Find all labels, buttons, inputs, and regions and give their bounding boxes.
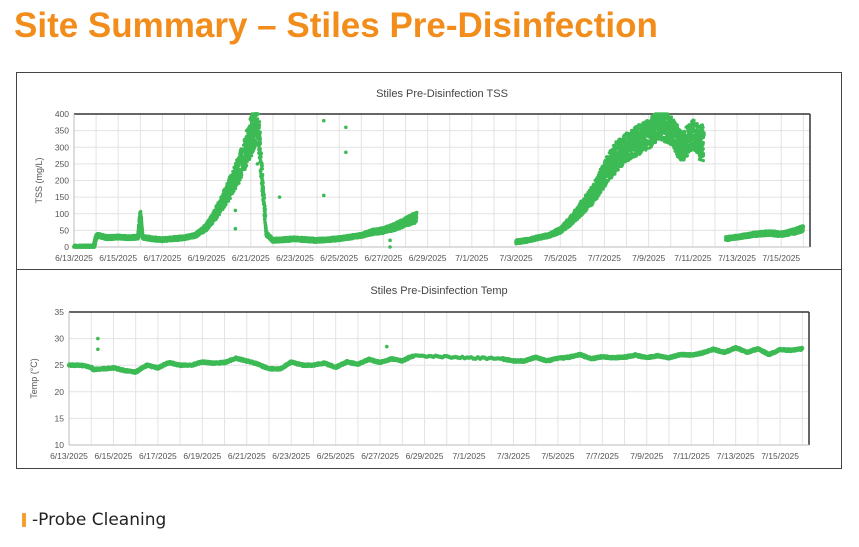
data-point xyxy=(244,164,249,168)
data-point xyxy=(139,209,143,213)
y-tick-label: 50 xyxy=(60,225,70,235)
data-point xyxy=(257,120,262,124)
y-tick-label: 250 xyxy=(55,159,69,169)
data-point xyxy=(258,131,262,135)
x-tick-label: 6/23/2025 xyxy=(276,253,314,263)
data-point xyxy=(263,207,267,211)
data-point xyxy=(262,200,266,204)
x-tick-label: 7/5/2025 xyxy=(544,253,577,263)
tss-chart-svg: Stiles Pre-Disinfection TSS 0 50 100 150 200 2… xyxy=(34,88,811,263)
data-point xyxy=(261,181,265,185)
data-point xyxy=(259,155,263,159)
data-point xyxy=(257,123,262,127)
x-tick-label: 6/15/2025 xyxy=(99,253,137,263)
y-tick-label: 350 xyxy=(55,126,69,136)
y-tick-label: 400 xyxy=(55,109,69,119)
x-tick-label: 6/25/2025 xyxy=(320,253,358,263)
y-axis-label: TSS (mg/L) xyxy=(34,157,44,203)
page-title: Site Summary – Stiles Pre-Disinfection xyxy=(14,6,658,45)
data-point xyxy=(257,126,261,130)
y-tick-label: 300 xyxy=(55,142,69,152)
series-tss xyxy=(72,112,806,249)
chart-title: Stiles Pre-Disinfection TSS xyxy=(376,88,508,100)
data-point xyxy=(262,193,266,197)
data-point xyxy=(260,167,264,171)
x-tick-label: 6/21/2025 xyxy=(232,253,270,263)
data-point xyxy=(263,216,267,221)
x-tick-label: 7/15/2025 xyxy=(762,253,800,263)
data-point xyxy=(261,173,265,177)
data-point xyxy=(256,112,260,116)
x-tick-label: 6/17/2025 xyxy=(143,253,181,263)
tss-chart: Stiles Pre-Disinfection TSS 0 50 100 150 200 2… xyxy=(16,72,842,270)
y-tick-label: 150 xyxy=(55,192,69,202)
data-point xyxy=(258,142,262,146)
data-point xyxy=(258,147,262,151)
y-tick-label: 0 xyxy=(64,242,69,252)
data-point xyxy=(237,181,241,185)
x-tick-label: 6/19/2025 xyxy=(188,253,226,263)
y-tick-label: 200 xyxy=(55,176,69,186)
x-tick-label: 6/27/2025 xyxy=(365,253,403,263)
x-tick-label: 7/11/2025 xyxy=(674,253,711,263)
data-point xyxy=(261,187,266,192)
x-tick-label: 7/13/2025 xyxy=(718,253,756,263)
x-tick-label: 7/7/2025 xyxy=(588,253,621,263)
data-point xyxy=(262,196,267,200)
data-point xyxy=(240,173,244,177)
x-tick-label: 7/9/2025 xyxy=(632,253,665,263)
data-point xyxy=(259,152,263,156)
x-tick-label: 6/29/2025 xyxy=(409,253,447,263)
x-tick-label: 7/3/2025 xyxy=(499,253,532,263)
data-point xyxy=(260,163,264,167)
data-point xyxy=(260,177,264,181)
y-tick-label: 100 xyxy=(55,209,69,219)
x-tick-label: 6/13/2025 xyxy=(55,253,93,263)
x-tick-label: 7/1/2025 xyxy=(455,253,488,263)
